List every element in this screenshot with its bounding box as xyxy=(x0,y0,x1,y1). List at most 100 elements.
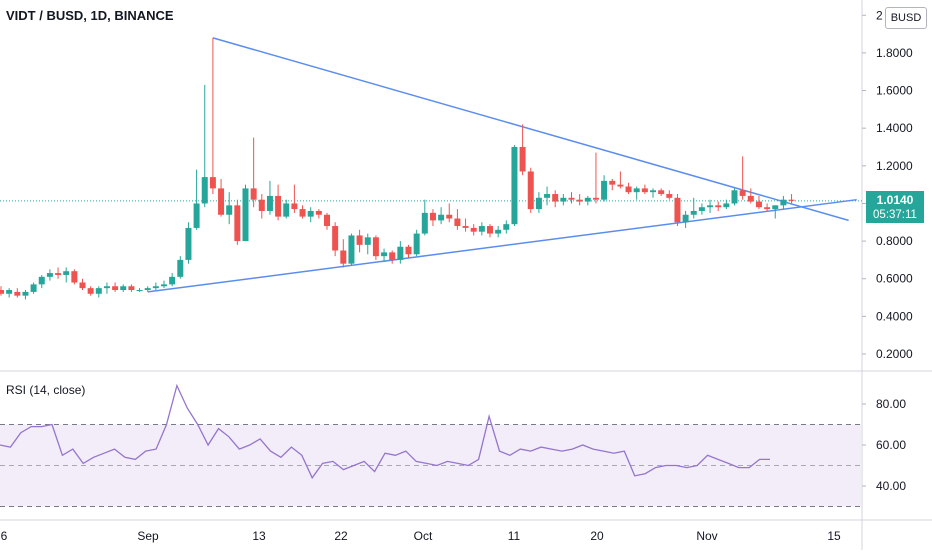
candle-body xyxy=(658,190,665,195)
candle-body xyxy=(161,284,167,287)
candle-body xyxy=(650,190,656,193)
candle-body xyxy=(609,180,616,185)
candle-body xyxy=(22,291,29,296)
price-axis-tick-label: 0.6000 xyxy=(876,272,913,286)
time-axis-tick-label: 13 xyxy=(252,529,266,543)
candle-body xyxy=(731,190,738,204)
candle-body xyxy=(625,186,632,193)
time-axis-tick-label: 20 xyxy=(590,529,604,543)
candle-body xyxy=(38,276,45,285)
candle-body xyxy=(568,197,575,200)
candle-layer xyxy=(0,37,795,300)
candle-body xyxy=(112,286,119,291)
candle-body xyxy=(332,226,339,251)
candle-body xyxy=(258,199,265,211)
candle-body xyxy=(535,197,542,210)
candle-body xyxy=(46,273,53,277)
candle-body xyxy=(348,235,355,264)
last-price-value: 1.0140 xyxy=(876,193,914,207)
rsi-band-background xyxy=(0,424,862,507)
candle-body xyxy=(413,233,420,255)
candle-body xyxy=(30,284,37,292)
time-axis-tick-label: 6 xyxy=(1,529,8,543)
candle-body xyxy=(503,224,510,230)
rsi-axis-tick-label: 60.00 xyxy=(876,438,906,452)
candle-body xyxy=(234,205,241,242)
axis-layer[interactable]: 21.80001.60001.40001.20001.00000.80000.6… xyxy=(1,8,913,543)
candle-body xyxy=(315,210,322,215)
candle-body xyxy=(136,290,143,292)
candle-body xyxy=(495,229,502,234)
rsi-axis-tick-label: 80.00 xyxy=(876,397,906,411)
candle-body xyxy=(381,252,388,257)
price-axis-tick-label: 0.2000 xyxy=(876,347,913,361)
last-price-tag: 1.0140 05:37:11 xyxy=(866,191,924,223)
candle-body xyxy=(519,146,526,172)
price-axis-tick-label: 1.8000 xyxy=(876,46,913,60)
rsi-line xyxy=(0,383,770,480)
candle-body xyxy=(209,177,216,189)
candle-body xyxy=(14,291,21,296)
time-axis-tick-label: 11 xyxy=(508,529,521,543)
candle-body xyxy=(560,197,567,202)
candle-body xyxy=(0,290,4,294)
time-axis-tick-label: Oct xyxy=(414,529,433,543)
candle-body xyxy=(307,210,314,217)
candle-body xyxy=(372,237,379,257)
candle-body xyxy=(601,180,608,200)
candle-body xyxy=(446,214,453,219)
candle-body xyxy=(764,207,771,210)
time-axis-tick-label: 15 xyxy=(827,529,841,543)
candle-body xyxy=(755,201,762,208)
candle-body xyxy=(470,227,477,232)
candle-body xyxy=(788,199,795,201)
candle-body xyxy=(421,212,428,234)
lower-trendline[interactable] xyxy=(147,198,857,293)
rsi-axis-tick-label: 40.00 xyxy=(876,479,906,493)
candle-body xyxy=(552,194,559,202)
candle-body xyxy=(511,146,518,225)
price-axis-tick-label: 0.8000 xyxy=(876,234,913,248)
symbol-title[interactable]: VIDT / BUSD, 1D, BINANCE xyxy=(6,8,174,23)
candle-body xyxy=(128,286,135,291)
candle-body xyxy=(103,286,110,289)
price-axis-tick-label: 2 xyxy=(876,8,883,22)
candle-body xyxy=(152,286,159,289)
candle-body xyxy=(63,271,70,275)
candle-body xyxy=(397,246,404,260)
candle-body xyxy=(527,171,534,210)
candle-body xyxy=(674,197,681,223)
candle-body xyxy=(772,205,779,210)
candle-body xyxy=(454,218,461,227)
candle-body xyxy=(201,177,208,204)
candle-body xyxy=(592,197,599,200)
currency-badge[interactable]: BUSD xyxy=(885,7,927,29)
candle-body xyxy=(266,195,273,211)
candle-body xyxy=(617,184,624,187)
candle-body xyxy=(723,203,730,208)
candle-body xyxy=(707,205,714,208)
candle-body xyxy=(478,226,485,232)
candle-body xyxy=(438,214,445,221)
bar-countdown: 05:37:11 xyxy=(873,209,917,221)
candle-body xyxy=(218,188,225,215)
candle-body xyxy=(666,194,673,198)
candle-body xyxy=(690,210,697,215)
candle-body xyxy=(250,188,257,200)
candle-body xyxy=(120,286,127,291)
candle-body xyxy=(487,226,493,234)
rsi-indicator-label[interactable]: RSI (14, close) xyxy=(6,383,86,397)
candle-body xyxy=(242,188,249,242)
candle-body xyxy=(291,203,298,210)
candle-body xyxy=(641,188,648,193)
candle-body xyxy=(71,271,78,283)
candle-body xyxy=(739,190,746,196)
price-axis-tick-label: 0.4000 xyxy=(876,309,913,323)
candle-body xyxy=(79,282,86,289)
candle-body xyxy=(633,188,640,193)
candle-body xyxy=(576,199,583,202)
time-axis-tick-label: Sep xyxy=(137,529,159,543)
price-axis-tick-label: 1.2000 xyxy=(876,159,913,173)
candle-body xyxy=(715,205,722,208)
